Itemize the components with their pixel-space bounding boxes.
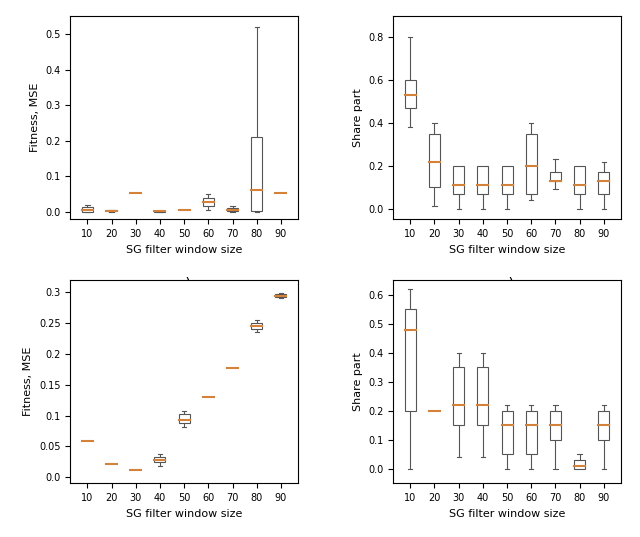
Bar	[598, 411, 609, 440]
Bar	[477, 367, 488, 425]
X-axis label: SG filter window size: SG filter window size	[126, 509, 243, 519]
Bar	[429, 134, 440, 187]
Text: a): a)	[177, 276, 192, 291]
Bar	[526, 134, 537, 193]
Bar	[453, 166, 464, 193]
Bar	[477, 166, 488, 193]
Bar	[574, 166, 585, 193]
Bar	[179, 413, 189, 423]
Bar	[154, 457, 165, 462]
Bar	[252, 137, 262, 212]
Bar	[227, 208, 238, 212]
Bar	[550, 411, 561, 440]
X-axis label: SG filter window size: SG filter window size	[126, 244, 243, 255]
Y-axis label: Share part: Share part	[353, 88, 363, 147]
Bar	[106, 211, 117, 212]
Bar	[275, 294, 286, 297]
Bar	[550, 172, 561, 181]
Y-axis label: Fitness, MSE: Fitness, MSE	[29, 83, 40, 153]
Bar	[574, 460, 585, 469]
Bar	[598, 172, 609, 193]
Bar	[502, 411, 513, 454]
Bar	[203, 198, 214, 206]
Y-axis label: Share part: Share part	[353, 352, 363, 411]
X-axis label: SG filter window size: SG filter window size	[449, 244, 565, 255]
Bar	[252, 323, 262, 329]
Bar	[526, 411, 537, 454]
Bar	[154, 211, 165, 212]
Bar	[405, 309, 416, 411]
X-axis label: SG filter window size: SG filter window size	[449, 509, 565, 519]
Y-axis label: Fitness, MSE: Fitness, MSE	[24, 347, 33, 416]
Bar	[453, 367, 464, 425]
Bar	[82, 207, 93, 212]
Text: c): c)	[500, 276, 515, 291]
Bar	[405, 80, 416, 108]
Bar	[502, 166, 513, 193]
